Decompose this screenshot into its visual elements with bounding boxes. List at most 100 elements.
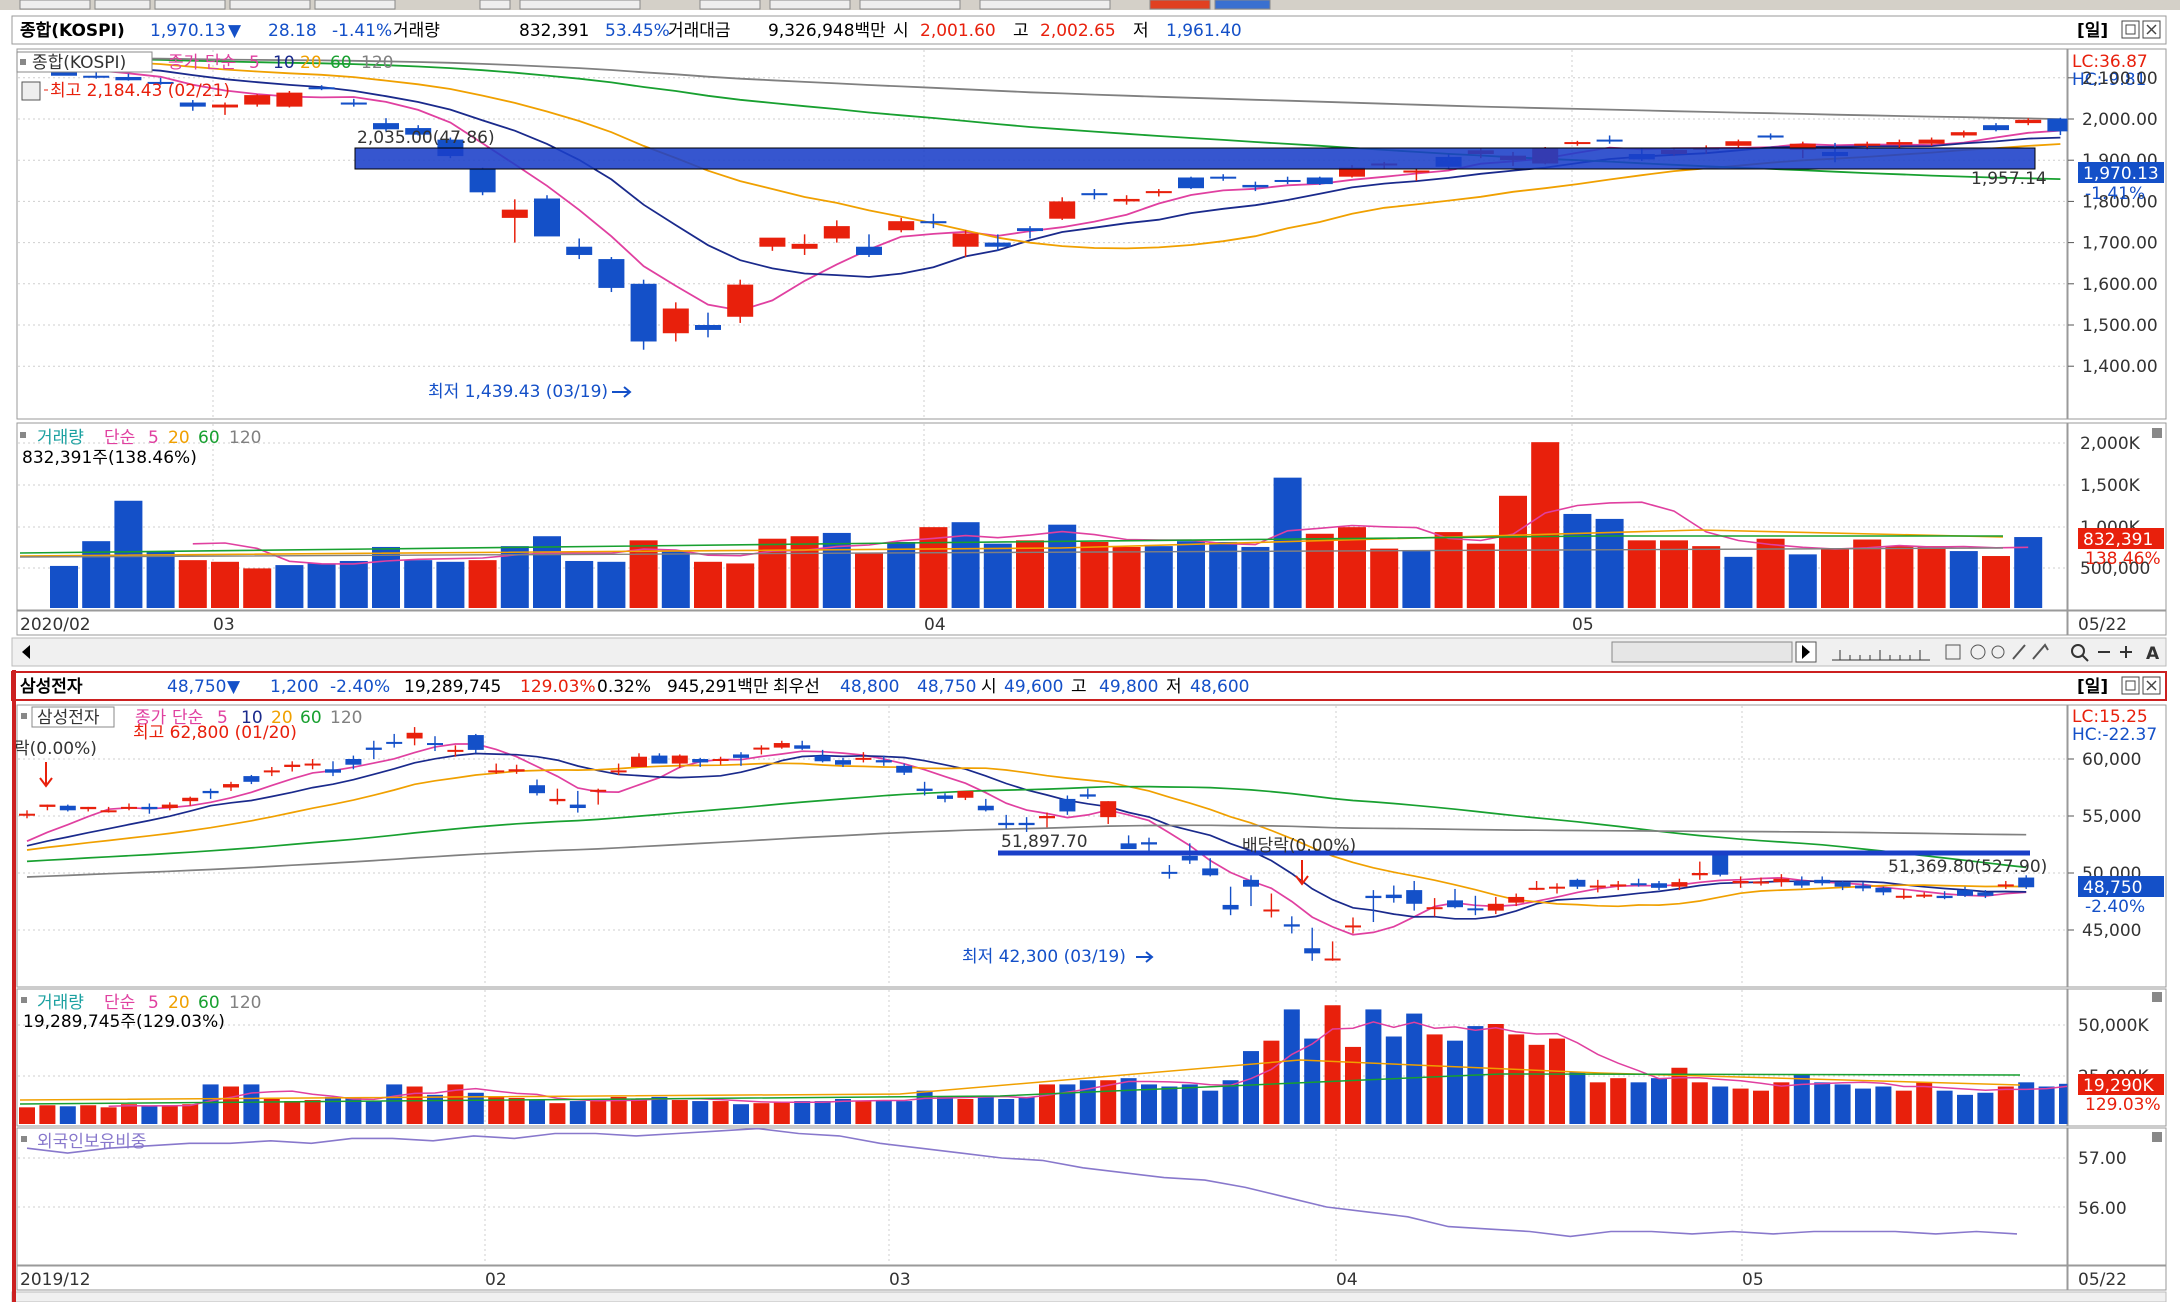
price-axis-label: 45,000 bbox=[2082, 921, 2141, 941]
volume-bar bbox=[565, 560, 594, 608]
candle bbox=[984, 242, 1011, 247]
candle bbox=[733, 754, 749, 758]
toolbar-button[interactable] bbox=[479, 0, 511, 10]
candle bbox=[998, 822, 1015, 826]
candle bbox=[1610, 884, 1627, 887]
volume-bar bbox=[1112, 546, 1141, 608]
kospi-legend-name: 종합(KOSPI) bbox=[32, 53, 126, 73]
pane-menu-icon[interactable] bbox=[2152, 428, 2162, 438]
candle bbox=[1100, 801, 1117, 818]
candle bbox=[712, 759, 729, 761]
candle bbox=[651, 755, 668, 764]
kospi-high: 2,002.65 bbox=[1040, 21, 1116, 41]
volume-bar bbox=[1610, 1078, 1627, 1124]
candle bbox=[610, 770, 627, 773]
high-label: 고 bbox=[1071, 677, 1087, 697]
lc-label: LC:36.87 bbox=[2072, 52, 2148, 72]
volume-bar bbox=[80, 1105, 97, 1124]
kospi-x-axis: 2020/02 03 04 05 05/22 bbox=[16, 610, 2167, 636]
volume-bar bbox=[835, 1099, 851, 1124]
candle bbox=[1918, 139, 1945, 144]
candle bbox=[1757, 135, 1784, 138]
samsung-change: 1,200 bbox=[270, 677, 319, 697]
candle bbox=[1039, 816, 1055, 819]
toolbar-button[interactable] bbox=[94, 0, 151, 10]
toolbar-button[interactable] bbox=[314, 0, 396, 10]
samsung-price: 48,750 bbox=[167, 677, 226, 697]
data-table-icon[interactable] bbox=[1945, 644, 1961, 660]
pane-menu-icon[interactable] bbox=[2152, 992, 2162, 1002]
price-axis-label: 1,400.00 bbox=[2082, 357, 2158, 377]
toolbar-button[interactable] bbox=[19, 0, 91, 10]
volume-bar bbox=[733, 1104, 749, 1124]
scroll-left-icon[interactable] bbox=[22, 645, 30, 659]
zoom-in-icon[interactable] bbox=[2120, 646, 2132, 658]
pane-menu-icon[interactable] bbox=[2152, 1132, 2162, 1142]
toolbar-button[interactable] bbox=[229, 0, 311, 10]
toolbar-button[interactable] bbox=[519, 0, 641, 10]
volume-bar bbox=[427, 1094, 443, 1124]
toolbar-button[interactable] bbox=[859, 0, 961, 10]
maximize-icon[interactable] bbox=[2121, 676, 2140, 695]
samsung-name[interactable]: 삼성전자 bbox=[20, 677, 83, 697]
candle bbox=[243, 776, 260, 782]
price-range-box[interactable] bbox=[354, 147, 2036, 170]
candle bbox=[1161, 871, 1178, 874]
volume-bar bbox=[1671, 1067, 1688, 1124]
bottom-scrollbar[interactable] bbox=[11, 1291, 2167, 1302]
kospi-name[interactable]: 종합(KOSPI) bbox=[20, 20, 125, 41]
candle bbox=[1712, 854, 1729, 875]
kospi-price-axis: LC:36.87 HC:-9.81 2,100.002,000.001,900.… bbox=[2067, 48, 2167, 420]
gear-icon[interactable] bbox=[1991, 645, 2005, 659]
volume-bar bbox=[1712, 1086, 1729, 1124]
toolbar-button[interactable] bbox=[979, 0, 1111, 10]
toolbar-button[interactable] bbox=[1149, 0, 1211, 10]
volume-bar bbox=[569, 1101, 586, 1124]
legend-simple: 단순 bbox=[205, 53, 236, 73]
zoom-icon[interactable] bbox=[2071, 644, 2085, 658]
draw-line-icon[interactable] bbox=[2012, 644, 2026, 660]
toolbar-button[interactable] bbox=[1214, 0, 1271, 10]
candle bbox=[1855, 885, 1871, 889]
volume-bar bbox=[712, 1101, 729, 1124]
settings-icon[interactable] bbox=[1970, 644, 1986, 660]
volume-bar bbox=[1385, 1036, 1402, 1124]
volume-bar bbox=[590, 1101, 607, 1124]
draw-tool-icon[interactable] bbox=[2032, 643, 2049, 660]
x-label: 03 bbox=[213, 615, 235, 635]
toolbar-button[interactable] bbox=[699, 0, 761, 10]
period-label[interactable]: [일] bbox=[2077, 21, 2108, 41]
volume-bar bbox=[1434, 532, 1463, 608]
volume-bar bbox=[790, 536, 819, 608]
legend-simple: 단순 bbox=[172, 708, 203, 728]
candle bbox=[1895, 895, 1912, 898]
candle bbox=[794, 745, 811, 749]
candle bbox=[1017, 228, 1043, 232]
annotation-level: 2,035.00(47.86) bbox=[357, 128, 495, 148]
samsung-volume: 19,289,745 bbox=[404, 677, 501, 697]
candle bbox=[1059, 798, 1076, 812]
period-label[interactable]: [일] bbox=[2077, 677, 2108, 697]
low-label: 저 bbox=[1166, 677, 1182, 697]
toolbar-button[interactable] bbox=[154, 0, 226, 10]
candle bbox=[1202, 868, 1219, 876]
volume-bar bbox=[50, 565, 78, 608]
volume-legend-ma120: 120 bbox=[229, 428, 261, 448]
candle bbox=[59, 805, 76, 811]
candle bbox=[1564, 142, 1591, 145]
ma20-line bbox=[26, 762, 2027, 908]
candle bbox=[467, 735, 484, 750]
auto-scale-icon[interactable]: A bbox=[2146, 644, 2160, 664]
scrollbar-thumb[interactable] bbox=[1611, 641, 1793, 663]
toolbar-button[interactable] bbox=[769, 0, 851, 10]
annotation-last: 51,369.80(527.90) bbox=[1888, 857, 2047, 877]
candle bbox=[1814, 879, 1831, 884]
maximize-icon[interactable] bbox=[2121, 20, 2140, 39]
volume-bar bbox=[1243, 1051, 1259, 1124]
candle bbox=[1916, 894, 1933, 897]
candle bbox=[345, 759, 362, 765]
period-ruler[interactable] bbox=[1832, 650, 1930, 661]
candle bbox=[406, 732, 423, 739]
grid-toggle-icon[interactable] bbox=[21, 81, 41, 101]
